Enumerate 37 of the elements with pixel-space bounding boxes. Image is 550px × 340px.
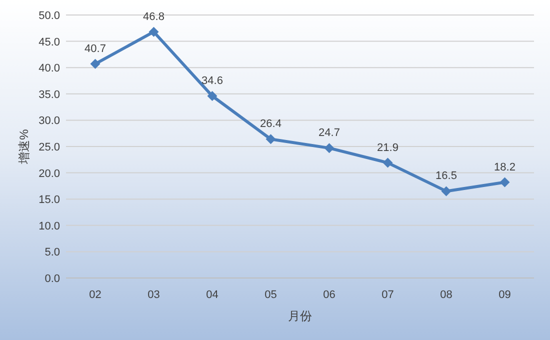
x-tick-label: 07 <box>382 289 394 301</box>
x-tick-label: 04 <box>206 289 218 301</box>
y-tick-label: 35.0 <box>38 88 60 101</box>
x-tick-label: 02 <box>89 289 102 301</box>
x-tick-label: 09 <box>498 289 511 301</box>
y-tick-label: 25.0 <box>38 142 60 154</box>
point <box>148 26 159 37</box>
point <box>441 186 452 196</box>
y-tick-label: 50.0 <box>38 10 60 22</box>
y-tick-label: 30.0 <box>38 115 60 128</box>
point <box>90 58 100 69</box>
x-axis-title: 月份 <box>288 309 312 323</box>
point <box>266 134 276 144</box>
y-tick-label: 5.0 <box>44 246 60 259</box>
data-label: 40.7 <box>84 42 106 55</box>
data-label: 24.7 <box>318 127 340 140</box>
point <box>207 91 218 102</box>
point <box>324 143 334 154</box>
y-tick-label: 0.0 <box>44 273 60 285</box>
y-tick-label: 45.0 <box>38 36 60 48</box>
point <box>500 177 510 188</box>
data-label: 21.9 <box>377 142 398 154</box>
x-tick-label: 03 <box>148 289 160 301</box>
data-label: 46.8 <box>143 10 164 23</box>
x-tick-label: 08 <box>440 289 452 301</box>
y-axis-title: 增速% <box>17 128 31 165</box>
data-label: 26.4 <box>260 118 282 130</box>
y-tick-label: 10.0 <box>38 220 60 232</box>
data-label: 34.6 <box>202 75 223 88</box>
data-label: 18.2 <box>494 161 516 174</box>
x-tick-label: 06 <box>323 289 336 301</box>
y-tick-label: 40.0 <box>38 62 60 75</box>
data-label: 16.5 <box>436 170 457 182</box>
x-tick-label: 05 <box>264 289 277 301</box>
point <box>382 158 393 168</box>
y-tick-label: 15.0 <box>38 194 60 206</box>
y-tick-label: 20.0 <box>38 168 60 180</box>
